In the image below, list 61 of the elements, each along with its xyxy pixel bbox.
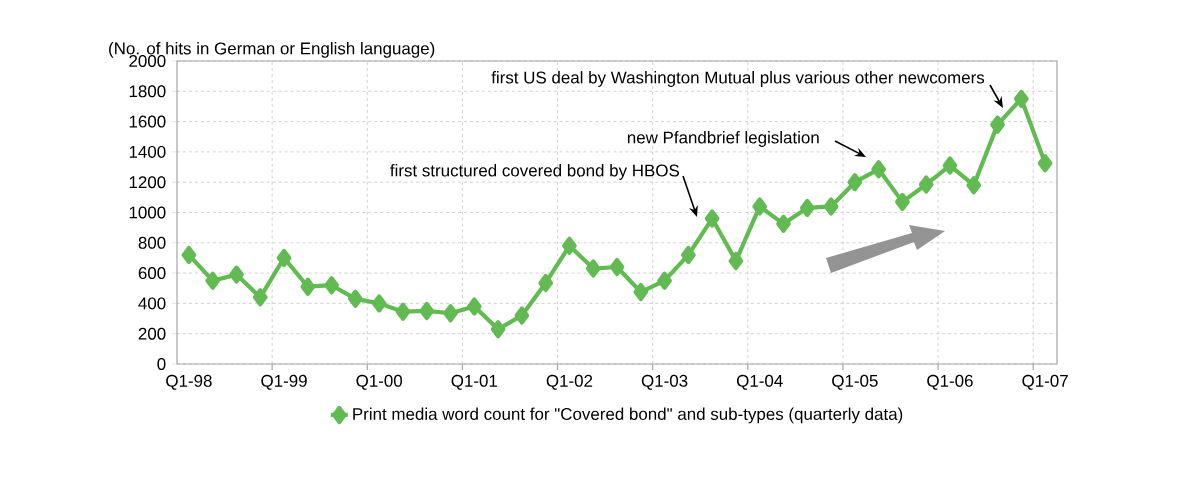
x-tick-label: Q1-04	[736, 374, 783, 390]
point	[562, 236, 577, 255]
point	[300, 277, 316, 296]
point	[918, 175, 934, 194]
point	[229, 265, 244, 284]
y-tick-label: 1600	[129, 115, 166, 128]
point	[609, 257, 625, 277]
point	[657, 271, 672, 290]
annotation: first US deal by Washington Mutual plus various other newcomers	[491, 71, 985, 87]
point	[728, 251, 744, 271]
point	[633, 282, 649, 302]
point	[181, 245, 197, 265]
y-tick-label: 400	[138, 297, 166, 310]
y-tick-label: 0	[157, 357, 166, 370]
point	[1037, 154, 1053, 173]
x-tick-label: Q1-05	[832, 374, 878, 390]
x-tick-label: Q1-98	[166, 374, 212, 390]
point	[871, 160, 886, 179]
point	[847, 173, 863, 192]
point	[490, 320, 506, 339]
legend-label: Print media word count for "Covered bond" and sub-types (quarterly data)	[353, 407, 903, 424]
point	[538, 273, 554, 293]
point	[823, 197, 839, 216]
point	[466, 297, 482, 316]
point	[252, 288, 268, 307]
x-tick-label: Q1-06	[927, 374, 973, 390]
point	[395, 302, 411, 321]
point	[752, 197, 768, 216]
point	[585, 259, 601, 278]
x-tick-label: Q1-03	[641, 374, 688, 390]
point	[990, 115, 1005, 134]
y-tick-label: 1800	[129, 85, 166, 98]
point	[776, 214, 791, 233]
point	[514, 306, 530, 325]
point	[371, 294, 387, 313]
point	[324, 276, 339, 295]
y-tick-label: 1400	[129, 145, 166, 158]
x-tick-label: Q1-07	[1022, 374, 1068, 390]
y-tick-label: 200	[138, 327, 166, 340]
point	[799, 198, 815, 218]
annotation: first structured covered bond by HBOS	[390, 164, 679, 180]
point	[1013, 89, 1029, 108]
point	[419, 301, 435, 321]
point	[895, 192, 910, 211]
x-tick-label: Q1-01	[451, 374, 498, 390]
point	[942, 156, 958, 175]
y-tick-label: 800	[138, 236, 166, 249]
x-tick-label: Q1-00	[356, 374, 403, 390]
point	[681, 245, 696, 265]
point	[704, 209, 720, 228]
x-tick-label: Q1-99	[261, 374, 307, 390]
y-tick-label: 1000	[129, 206, 166, 219]
point	[205, 271, 221, 290]
y-tick-label: 600	[138, 267, 166, 280]
annotation: new Pfandbrief legislation	[627, 131, 819, 147]
point	[348, 289, 363, 308]
y-tick-label: 1200	[129, 176, 166, 189]
point	[966, 176, 982, 195]
x-tick-label: Q1-02	[546, 374, 593, 390]
point	[276, 248, 292, 268]
point	[443, 304, 458, 323]
